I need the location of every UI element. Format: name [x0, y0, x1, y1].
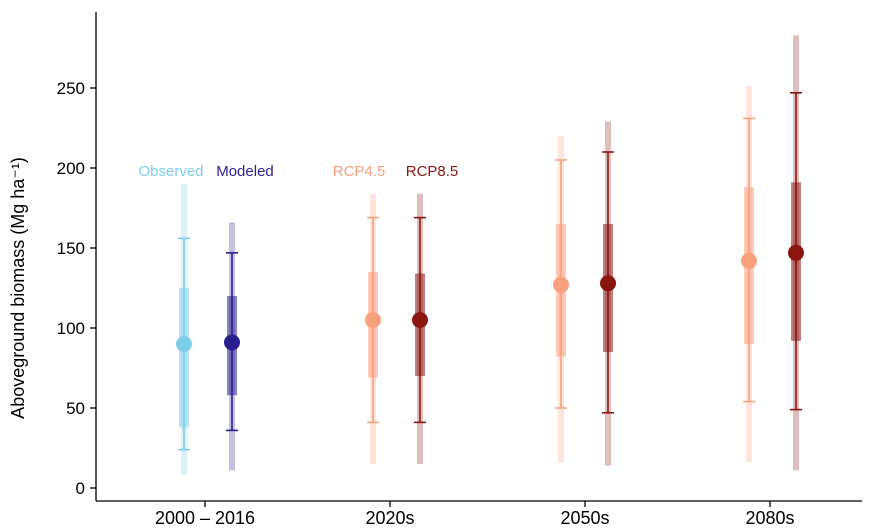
mean-point [788, 244, 804, 261]
mean-point [412, 312, 428, 328]
legend: Observed Modeled RCP4.5 RCP8.5 [138, 163, 458, 180]
interval-rcp8-5 [600, 121, 616, 466]
interval-rcp4-5 [365, 193, 381, 464]
mean-point [365, 312, 381, 328]
y-tick-label: 100 [57, 319, 85, 338]
interval-rcp4-5 [553, 136, 569, 463]
legend-label-rcp8-5: RCP8.5 [406, 163, 459, 180]
mean-point [600, 275, 616, 292]
axes: 0 50 100 150 200 250 2000 – 2016 2020s 2050s 2080… [57, 12, 862, 528]
mean-point [224, 334, 240, 351]
interval-observed [176, 184, 192, 476]
y-tick-label: 150 [57, 239, 85, 258]
legend-label-modeled: Modeled [216, 163, 274, 180]
y-axis-label: Aboveground biomass (Mg ha⁻¹) [8, 157, 28, 419]
x-tick-label: 2050s [560, 508, 609, 527]
interval-rcp4-5 [741, 86, 757, 463]
x-tick-label: 2000 – 2016 [155, 508, 255, 527]
box-range-bar [791, 182, 801, 341]
x-tick-label: 2020s [365, 508, 414, 527]
mean-point [553, 276, 569, 293]
marks [176, 35, 804, 476]
y-tick-label: 50 [66, 399, 85, 418]
legend-label-rcp4-5: RCP4.5 [333, 163, 386, 180]
interval-rcp8-5 [412, 193, 428, 464]
x-tick-label: 2080s [745, 508, 794, 527]
interval-rcp8-5 [788, 35, 804, 471]
y-tick-label: 250 [57, 79, 85, 98]
interval-modeled [224, 222, 240, 471]
mean-point [741, 252, 757, 269]
legend-label-observed: Observed [138, 163, 203, 180]
y-tick-label: 0 [76, 479, 85, 498]
box-range-bar [179, 288, 189, 428]
y-tick-label: 200 [57, 159, 85, 178]
mean-point [176, 336, 192, 352]
